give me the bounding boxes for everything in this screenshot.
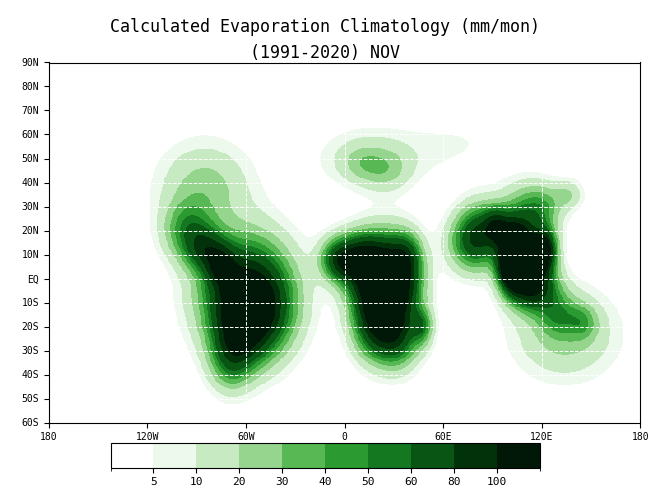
Text: Calculated Evaporation Climatology (mm/mon): Calculated Evaporation Climatology (mm/m… [110,18,540,36]
Text: (1991-2020) NOV: (1991-2020) NOV [250,44,400,62]
